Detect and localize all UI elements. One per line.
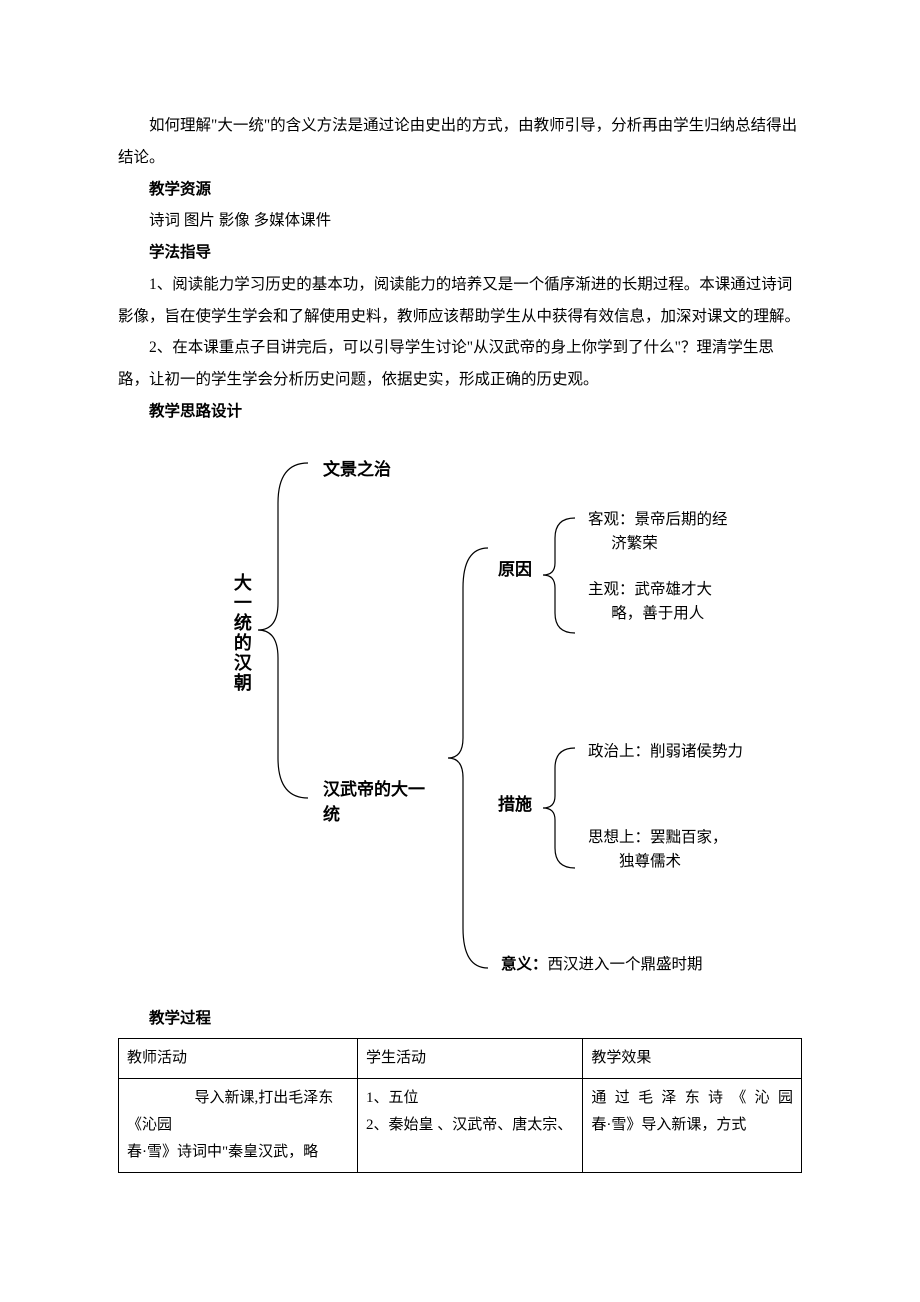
- cell-student-l1: 1、五位: [366, 1090, 419, 1106]
- leaf-measure-pol: 政治上：削弱诸侯势力: [588, 740, 743, 765]
- cell-student-l2: 2、秦始皇 、汉武帝、唐太宗、: [366, 1117, 572, 1133]
- concept-diagram: 大一统的汉朝 文景之治 汉武帝的大一 统 原因 客观：景帝后期的经 济繁荣 主观…: [158, 438, 838, 983]
- leaf-measure-tho: 思想上：罢黜百家， 独尊儒术: [588, 826, 728, 876]
- cell-teacher: 导入新课,打出毛泽东《沁园 春·雪》诗词中"秦皇汉武，略: [119, 1079, 358, 1173]
- leaf-cause-obj-l1: 客观：景帝后期的经: [588, 511, 728, 528]
- brace-measure: [543, 748, 583, 868]
- table-header-row: 教师活动 学生活动 教学效果: [119, 1039, 802, 1079]
- col-student: 学生活动: [358, 1039, 583, 1079]
- para-method-1: 1、阅读能力学习历史的基本功，阅读能力的培养又是一个循序渐进的长期过程。本课通过…: [118, 269, 802, 333]
- node-measure: 措施: [498, 788, 532, 823]
- col-effect: 教学效果: [583, 1039, 802, 1079]
- col-teacher: 教师活动: [119, 1039, 358, 1079]
- para-resources: 诗词 图片 影像 多媒体课件: [118, 205, 802, 237]
- node-hanwu-line2: 统: [323, 798, 340, 833]
- table-row: 导入新课,打出毛泽东《沁园 春·雪》诗词中"秦皇汉武，略 1、五位 2、秦始皇 …: [119, 1079, 802, 1173]
- leaf-cause-obj-l2: 济繁荣: [611, 535, 658, 552]
- heading-design: 教学思路设计: [118, 396, 802, 428]
- sig-text: 西汉进入一个鼎盛时期: [548, 956, 703, 973]
- node-cause: 原因: [498, 553, 532, 588]
- para-method-2: 2、在本课重点子目讲完后，可以引导学生讨论"从汉武帝的身上你学到了什么"？理清学…: [118, 332, 802, 396]
- heading-method: 学法指导: [118, 237, 802, 269]
- leaf-measure-tho-l2: 独尊儒术: [619, 853, 681, 870]
- leaf-cause-sub: 主观：武帝雄才大 略，善于用人: [588, 578, 712, 628]
- cell-teacher-l1: 导入新课,打出毛泽东《沁园: [127, 1085, 349, 1139]
- leaf-significance: 意义：西汉进入一个鼎盛时期: [501, 953, 703, 978]
- brace-hanwu: [448, 548, 498, 968]
- brace-root: [258, 463, 318, 798]
- cell-effect-l1: 通过毛泽东诗《沁园: [591, 1090, 793, 1106]
- cell-teacher-l2: 春·雪》诗词中"秦皇汉武，略: [127, 1144, 318, 1160]
- leaf-measure-tho-l1: 思想上：罢黜百家，: [588, 829, 728, 846]
- diagram-root: 大一统的汉朝: [223, 573, 260, 693]
- heading-resources: 教学资源: [118, 174, 802, 206]
- cell-student: 1、五位 2、秦始皇 、汉武帝、唐太宗、: [358, 1079, 583, 1173]
- heading-process: 教学过程: [118, 1003, 802, 1035]
- process-table: 教师活动 学生活动 教学效果 导入新课,打出毛泽东《沁园 春·雪》诗词中"秦皇汉…: [118, 1038, 802, 1173]
- sig-label: 意义：: [501, 956, 548, 973]
- cell-effect: 通过毛泽东诗《沁园 春·雪》导入新课，方式: [583, 1079, 802, 1173]
- para-intro: 如何理解"大一统"的含义方法是通过论由史出的方式，由教师引导，分析再由学生归纳总…: [118, 110, 802, 174]
- cell-effect-l2: 春·雪》导入新课，方式: [591, 1112, 746, 1139]
- leaf-cause-sub-l1: 主观：武帝雄才大: [588, 581, 712, 598]
- leaf-cause-sub-l2: 略，善于用人: [611, 605, 704, 622]
- leaf-cause-obj: 客观：景帝后期的经 济繁荣: [588, 508, 728, 558]
- brace-cause: [543, 518, 583, 633]
- node-wenjing: 文景之治: [323, 453, 391, 488]
